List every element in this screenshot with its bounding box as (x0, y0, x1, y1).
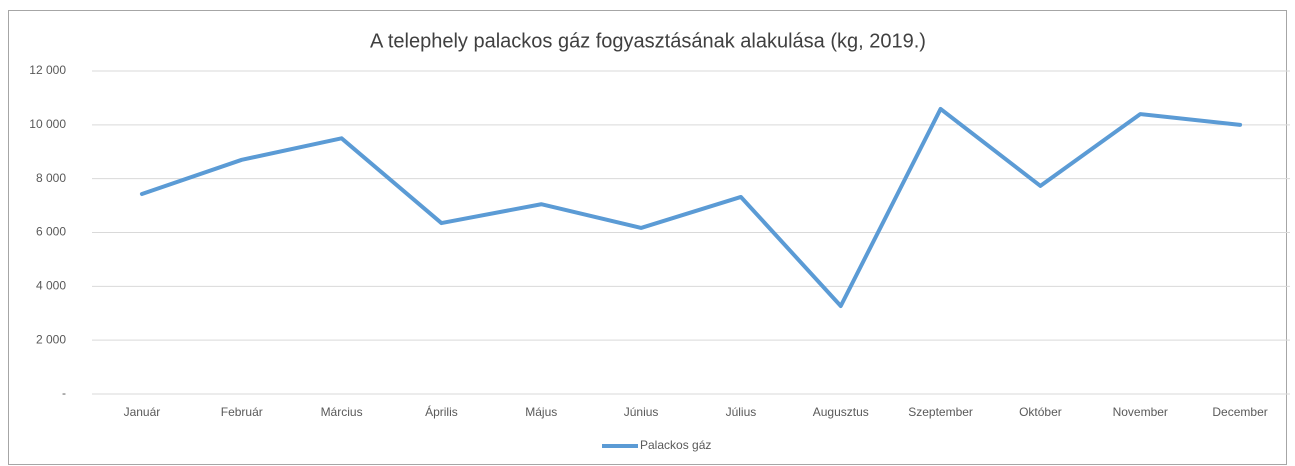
x-tick-label: Április (425, 404, 458, 419)
x-tick-label: Június (624, 405, 659, 419)
x-tick-label: Március (321, 405, 363, 419)
x-tick-label: Október (1019, 405, 1062, 419)
x-tick-label: Január (124, 405, 161, 419)
x-tick-label: Július (726, 405, 757, 419)
y-tick-label: 6 000 (36, 225, 66, 239)
x-tick-label: November (1113, 405, 1168, 419)
x-tick-label: Szeptember (908, 405, 973, 419)
line-series (139, 106, 1243, 308)
chart-title: A telephely palackos gáz fogyasztásának … (370, 30, 926, 52)
y-tick-label: 10 000 (29, 117, 66, 131)
chart-frame (8, 10, 1287, 465)
x-tick-label: December (1212, 405, 1267, 419)
y-tick-label: 4 000 (36, 279, 66, 293)
y-tick-label: 12 000 (29, 63, 66, 77)
y-tick-label: 8 000 (36, 171, 66, 185)
y-tick-label: - (62, 386, 66, 400)
x-tick-label: Augusztus (813, 405, 869, 419)
y-tick-label: 2 000 (36, 332, 66, 346)
x-tick-label: Május (525, 405, 557, 419)
x-tick-label: Február (221, 405, 263, 419)
legend-label: Palackos gáz (640, 438, 711, 452)
